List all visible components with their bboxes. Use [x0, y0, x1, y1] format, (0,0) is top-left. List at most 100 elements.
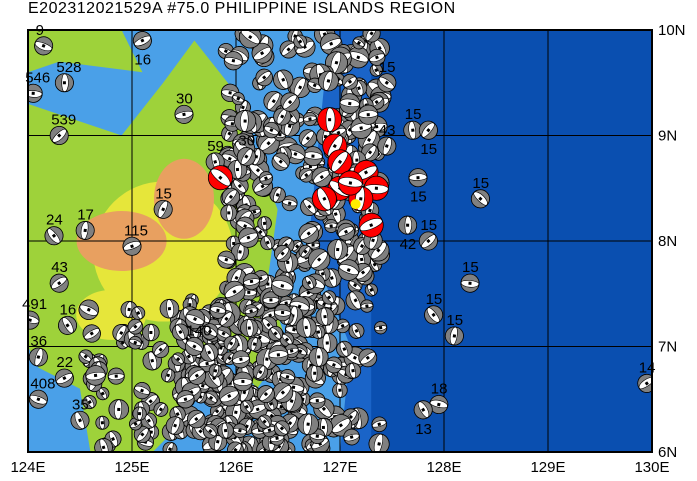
focal-mechanism[interactable] [220, 204, 238, 222]
focal-mechanism[interactable] [273, 303, 292, 322]
focal-mechanism-event[interactable] [234, 144, 259, 169]
focal-mechanism-event[interactable] [32, 34, 55, 57]
focal-mechanism-event[interactable] [41, 223, 66, 248]
focal-mechanism-event[interactable] [55, 313, 80, 338]
focal-mechanism[interactable] [127, 416, 144, 433]
focal-mechanism[interactable] [281, 195, 298, 212]
focal-mechanism[interactable] [230, 242, 250, 262]
focal-mechanism[interactable] [261, 120, 281, 140]
focal-mechanism[interactable] [201, 421, 221, 441]
focal-mechanism[interactable] [347, 321, 367, 341]
focal-mechanism[interactable] [360, 299, 374, 313]
focal-mechanism[interactable] [304, 244, 334, 274]
focal-mechanism[interactable] [340, 71, 361, 92]
focal-mechanism-event[interactable] [151, 197, 175, 221]
focal-mechanism[interactable] [201, 388, 220, 407]
focal-mechanism[interactable] [306, 364, 324, 382]
focal-mechanism[interactable] [297, 413, 320, 436]
focal-mechanism-event[interactable] [46, 123, 71, 148]
focal-mechanism[interactable] [234, 109, 257, 133]
focal-mechanism[interactable] [220, 277, 249, 306]
highlighted-focal-mechanism[interactable] [203, 161, 237, 195]
focal-mechanism[interactable] [216, 249, 238, 271]
focal-mechanism[interactable] [76, 297, 102, 323]
focal-mechanism[interactable] [76, 347, 95, 366]
focal-mechanism[interactable] [295, 316, 318, 339]
focal-mechanism-event[interactable] [460, 273, 480, 293]
focal-mechanism[interactable] [370, 415, 388, 433]
focal-mechanism[interactable] [80, 322, 104, 346]
focal-mechanism-event[interactable] [408, 168, 428, 188]
focal-mechanism[interactable] [258, 170, 275, 187]
focal-mechanism[interactable] [335, 257, 361, 283]
focal-mechanism-event[interactable] [411, 398, 436, 423]
focal-mechanism-event[interactable] [182, 334, 206, 358]
focal-mechanism[interactable] [160, 367, 177, 384]
focal-mechanism[interactable] [266, 324, 286, 344]
focal-mechanism[interactable] [345, 44, 372, 71]
focal-mechanism[interactable] [236, 225, 261, 250]
focal-mechanism-event[interactable] [19, 309, 40, 330]
focal-mechanism-event[interactable] [416, 118, 441, 143]
focal-mechanism[interactable] [320, 288, 339, 307]
focal-mechanism-event[interactable] [173, 104, 194, 125]
focal-mechanism[interactable] [85, 364, 107, 386]
focal-mechanism[interactable] [257, 216, 272, 231]
focal-mechanism[interactable] [355, 345, 380, 370]
focal-mechanism[interactable] [81, 393, 99, 411]
focal-mechanism[interactable] [222, 334, 241, 353]
focal-mechanism[interactable] [270, 67, 296, 93]
focal-mechanism[interactable] [297, 165, 316, 184]
focal-mechanism-event[interactable] [75, 220, 95, 240]
focal-mechanism-event[interactable] [444, 326, 465, 347]
focal-mechanism-event[interactable] [421, 302, 446, 327]
focal-mechanism[interactable] [278, 368, 296, 386]
focal-mechanism[interactable] [367, 432, 391, 456]
focal-mechanism[interactable] [262, 291, 280, 309]
focal-mechanism[interactable] [295, 220, 322, 247]
focal-mechanism[interactable] [334, 339, 354, 359]
focal-mechanism[interactable] [125, 316, 146, 337]
focal-mechanism-event[interactable] [52, 366, 76, 390]
focal-mechanism-event[interactable] [130, 29, 154, 53]
focal-mechanism[interactable] [170, 321, 192, 343]
focal-mechanism[interactable] [231, 349, 251, 369]
focal-mechanism[interactable] [224, 439, 246, 461]
focal-mechanism[interactable] [339, 93, 361, 115]
focal-mechanism[interactable] [127, 335, 143, 351]
focal-mechanism[interactable] [342, 427, 361, 446]
focal-mechanism[interactable] [246, 336, 263, 353]
highlighted-focal-mechanism[interactable] [323, 145, 357, 179]
highlighted-focal-mechanism[interactable] [308, 183, 340, 215]
highlighted-focal-mechanism[interactable] [356, 210, 387, 241]
focal-mechanism-event[interactable] [374, 70, 399, 95]
focal-mechanism[interactable] [159, 298, 180, 319]
focal-mechanism[interactable] [324, 355, 345, 376]
focal-mechanism[interactable] [255, 412, 274, 431]
focal-mechanism[interactable] [269, 149, 293, 173]
focal-mechanism[interactable] [351, 35, 367, 51]
focal-mechanism-event[interactable] [416, 228, 441, 253]
mainshock-marker[interactable] [350, 199, 361, 210]
focal-mechanism-event[interactable] [121, 235, 144, 258]
focal-mechanism[interactable] [358, 104, 379, 125]
focal-mechanism[interactable] [142, 323, 160, 342]
focal-mechanism[interactable] [185, 364, 209, 388]
focal-mechanism[interactable] [209, 301, 227, 319]
focal-mechanism-event[interactable] [68, 409, 92, 433]
focal-mechanism[interactable] [132, 406, 147, 421]
focal-mechanism[interactable] [271, 418, 292, 439]
focal-mechanism[interactable] [271, 105, 294, 128]
focal-mechanism[interactable] [259, 233, 277, 251]
focal-mechanism[interactable] [269, 379, 297, 407]
focal-mechanism[interactable] [268, 344, 289, 366]
focal-mechanism[interactable] [230, 91, 246, 107]
focal-mechanism[interactable] [291, 33, 309, 51]
focal-mechanism-event[interactable] [398, 215, 418, 235]
focal-mechanism[interactable] [169, 350, 187, 368]
focal-mechanism[interactable] [130, 304, 147, 321]
focal-mechanism[interactable] [238, 398, 256, 416]
focal-mechanism[interactable] [164, 414, 187, 437]
focal-mechanism[interactable] [244, 303, 259, 318]
focal-mechanism[interactable] [287, 74, 314, 101]
